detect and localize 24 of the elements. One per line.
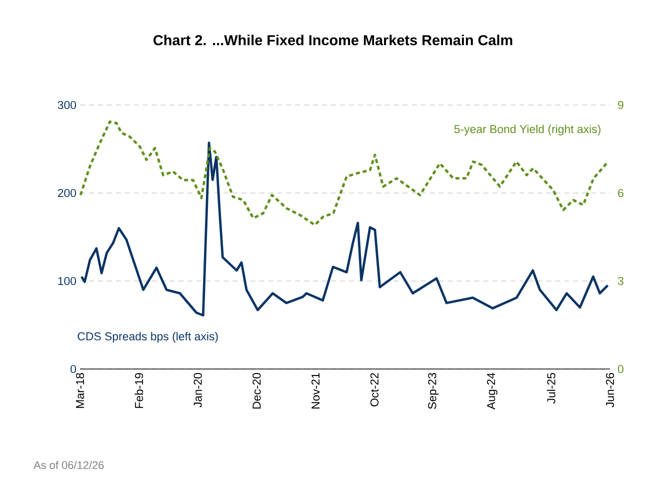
y2-tick-label: 0 bbox=[618, 364, 624, 374]
x-tick-label: Sep-23 bbox=[428, 373, 439, 409]
x-tick-label: Nov-21 bbox=[312, 373, 320, 409]
x-tick-label: Aug-24 bbox=[487, 372, 498, 410]
y-tick-label: 200 bbox=[58, 188, 76, 198]
line-series bbox=[79, 120, 610, 226]
x-tick-label: Jun-26 bbox=[606, 373, 614, 408]
x-tick-label: Dec-20 bbox=[252, 372, 261, 409]
text: 5-year Bond Yield (right axis) bbox=[454, 124, 600, 136]
x-tick-label: Feb-19 bbox=[134, 373, 144, 408]
y-tick-label: 300 bbox=[58, 100, 76, 110]
x-tick-label: Jul-25 bbox=[546, 373, 556, 404]
y2-tick-label: 6 bbox=[618, 188, 624, 198]
y2-tick-label: 9 bbox=[618, 100, 624, 110]
x-tick-label: Oct-22 bbox=[370, 373, 378, 406]
chart-title: Chart 2. ...While Fixed Income Markets Remain Calm bbox=[154, 34, 512, 46]
series-label: CDS Spreads bps (left axis) bbox=[78, 332, 218, 343]
x-tick-label: Jan-20 bbox=[194, 372, 202, 408]
line-series bbox=[80, 142, 609, 317]
x-tick-label: Mar-18 bbox=[76, 373, 84, 408]
text: As of 06/12/26 bbox=[34, 460, 104, 470]
y-tick-label: 100 bbox=[58, 276, 76, 286]
y2-tick-label: 3 bbox=[618, 276, 624, 286]
y-tick-label: 0 bbox=[70, 364, 76, 374]
